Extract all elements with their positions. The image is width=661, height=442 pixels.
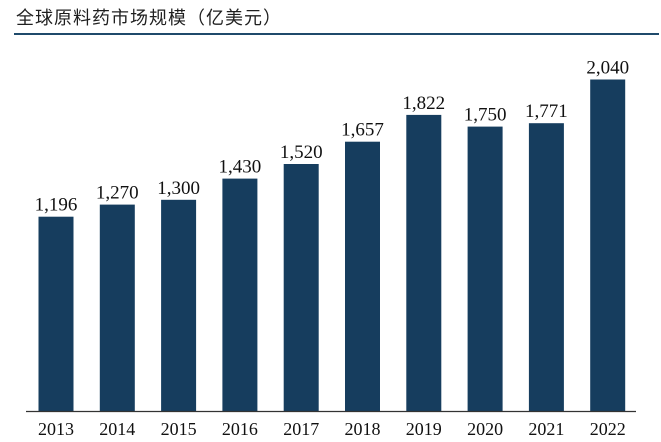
x-tick-label-2016: 2016 — [222, 419, 258, 439]
x-tick-label-2018: 2018 — [345, 419, 381, 439]
x-tick-labels-group: 2013 2014 2015 2016 2017 2018 2019 2020 2021 2022 — [38, 419, 626, 439]
bar-2015 — [161, 199, 197, 412]
bar-2014 — [99, 204, 135, 411]
value-label-2013: 1,196 — [35, 195, 78, 216]
x-tick-label-2015: 2015 — [161, 419, 197, 439]
value-label-2016: 1,430 — [219, 157, 262, 178]
bar-2022 — [590, 79, 626, 411]
x-tick-label-2019: 2019 — [406, 419, 442, 439]
bar-2013 — [38, 216, 74, 411]
x-tick-label-2014: 2014 — [99, 419, 135, 439]
x-tick-label-2021: 2021 — [528, 419, 564, 439]
value-label-2017: 1,520 — [280, 142, 323, 163]
value-label-2015: 1,300 — [157, 178, 200, 199]
value-label-2021: 1,771 — [525, 101, 568, 122]
bar-2017 — [283, 164, 319, 411]
bars-group — [38, 79, 626, 412]
bar-2019 — [406, 114, 442, 412]
title-underline — [14, 33, 659, 35]
bar-2018 — [345, 141, 380, 411]
value-label-2014: 1,270 — [96, 183, 139, 204]
x-tick-label-2017: 2017 — [283, 419, 319, 439]
bar-2020 — [467, 126, 503, 411]
x-tick-label-2020: 2020 — [467, 419, 503, 439]
bar-2016 — [222, 178, 258, 411]
value-labels-group: 1,196 1,270 1,300 1,430 1,520 1,657 1,822 1,750… — [35, 58, 629, 216]
x-tick-label-2022: 2022 — [590, 419, 626, 439]
x-tick-label-2013: 2013 — [38, 419, 74, 439]
value-label-2020: 1,750 — [464, 105, 507, 126]
value-label-2018: 1,657 — [341, 120, 384, 141]
bar-2021 — [528, 123, 564, 411]
value-label-2019: 1,822 — [402, 93, 445, 114]
value-label-2022: 2,040 — [586, 58, 629, 79]
chart-title: 全球原料药市场规模（亿美元） — [16, 8, 282, 29]
